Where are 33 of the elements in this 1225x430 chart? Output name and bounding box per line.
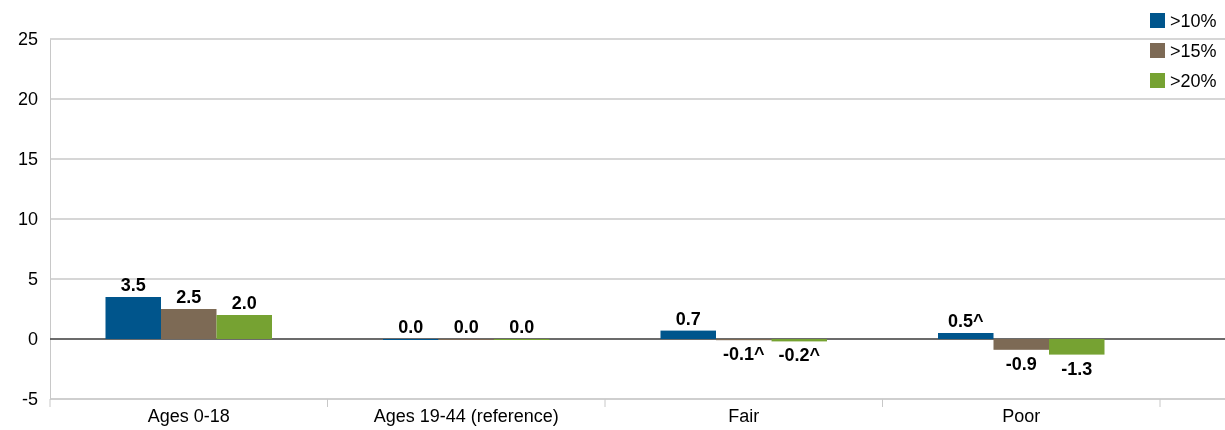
bar bbox=[1049, 339, 1105, 355]
x-tick-label: Ages 0-18 bbox=[147, 405, 230, 426]
bar bbox=[660, 330, 716, 339]
data-label: 0.5^ bbox=[947, 311, 984, 331]
y-tick-label: -5 bbox=[21, 389, 38, 410]
data-label: -0.9 bbox=[1005, 353, 1037, 374]
x-tick-label: Ages 19-44 (reference) bbox=[373, 405, 559, 426]
legend-label: >20% bbox=[1170, 71, 1217, 91]
data-label: 0.7 bbox=[675, 308, 701, 329]
y-tick-label: 15 bbox=[17, 149, 38, 170]
bar bbox=[993, 339, 1049, 350]
data-label: 0.0 bbox=[509, 317, 535, 337]
data-label: 2.0 bbox=[231, 293, 257, 313]
y-tick-label: 10 bbox=[17, 209, 38, 230]
data-label: 0.0 bbox=[453, 317, 479, 337]
legend-label: >10% bbox=[1170, 11, 1217, 31]
bar bbox=[216, 315, 272, 339]
data-label: -0.2^ bbox=[778, 345, 821, 366]
data-label: 0.0 bbox=[398, 317, 424, 337]
y-tick-label: 5 bbox=[27, 269, 38, 290]
bar bbox=[105, 297, 161, 339]
data-label: 3.5 bbox=[120, 275, 146, 295]
y-tick-label: 25 bbox=[17, 29, 38, 50]
data-label: -1.3 bbox=[1061, 358, 1093, 379]
x-tick-label: Fair bbox=[728, 405, 760, 426]
bar bbox=[938, 333, 994, 339]
bar bbox=[161, 309, 217, 339]
data-label: 2.5 bbox=[176, 287, 202, 307]
y-tick-label: 20 bbox=[17, 89, 38, 110]
x-tick-label: Poor bbox=[1002, 405, 1041, 426]
y-tick-label: 0 bbox=[27, 329, 38, 350]
data-label: -0.1^ bbox=[722, 344, 765, 365]
legend-label: >15% bbox=[1170, 41, 1217, 61]
